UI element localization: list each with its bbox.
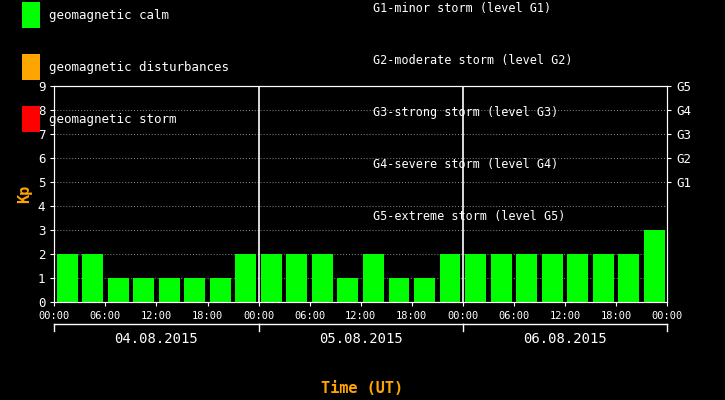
Bar bbox=[82, 254, 103, 302]
Bar bbox=[644, 230, 665, 302]
Bar bbox=[312, 254, 333, 302]
Bar bbox=[236, 254, 256, 302]
Bar bbox=[286, 254, 307, 302]
Bar bbox=[210, 278, 231, 302]
Bar bbox=[414, 278, 435, 302]
Text: G3-strong storm (level G3): G3-strong storm (level G3) bbox=[373, 106, 559, 119]
Text: geomagnetic disturbances: geomagnetic disturbances bbox=[49, 60, 228, 74]
Bar bbox=[516, 254, 537, 302]
Text: 04.08.2015: 04.08.2015 bbox=[115, 332, 199, 346]
Bar bbox=[184, 278, 205, 302]
Bar bbox=[593, 254, 613, 302]
Text: 06.08.2015: 06.08.2015 bbox=[523, 332, 607, 346]
Text: G5-extreme storm (level G5): G5-extreme storm (level G5) bbox=[373, 210, 566, 223]
Bar bbox=[439, 254, 460, 302]
Bar bbox=[465, 254, 486, 302]
Bar bbox=[159, 278, 180, 302]
Text: Time (UT): Time (UT) bbox=[321, 381, 404, 396]
Bar bbox=[108, 278, 128, 302]
Text: geomagnetic storm: geomagnetic storm bbox=[49, 112, 176, 126]
Text: G2-moderate storm (level G2): G2-moderate storm (level G2) bbox=[373, 54, 573, 67]
Bar bbox=[133, 278, 154, 302]
Bar bbox=[363, 254, 384, 302]
Y-axis label: Kp: Kp bbox=[17, 185, 33, 203]
Text: geomagnetic calm: geomagnetic calm bbox=[49, 8, 169, 22]
Text: G1-minor storm (level G1): G1-minor storm (level G1) bbox=[373, 2, 552, 15]
Bar bbox=[491, 254, 512, 302]
Text: 05.08.2015: 05.08.2015 bbox=[319, 332, 402, 346]
Bar bbox=[261, 254, 282, 302]
Bar bbox=[542, 254, 563, 302]
Bar bbox=[618, 254, 639, 302]
Bar bbox=[567, 254, 588, 302]
Bar bbox=[389, 278, 410, 302]
Text: G4-severe storm (level G4): G4-severe storm (level G4) bbox=[373, 158, 559, 171]
Bar bbox=[57, 254, 78, 302]
Bar bbox=[337, 278, 358, 302]
